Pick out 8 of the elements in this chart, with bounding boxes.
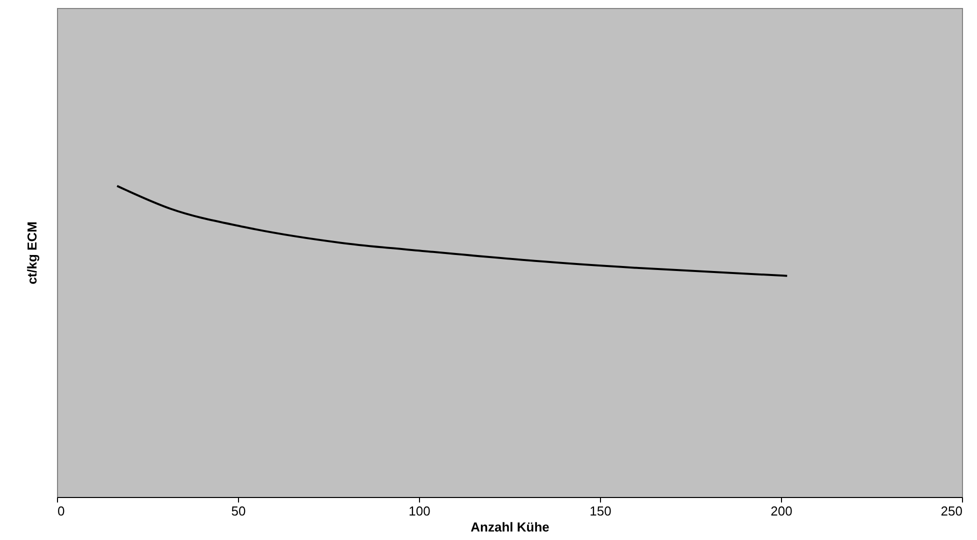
x-axis-title: Anzahl Kühe [470, 520, 550, 534]
x-tick-label: 200 [770, 504, 792, 518]
x-tick-label: 250 [940, 504, 962, 518]
x-tick-label: 150 [590, 504, 612, 518]
x-tick-label: 100 [408, 504, 430, 518]
y-axis-title: ct/kg ECM [24, 222, 40, 284]
x-tick-label: 0 [58, 504, 65, 518]
x-tick-label: 50 [231, 504, 246, 518]
